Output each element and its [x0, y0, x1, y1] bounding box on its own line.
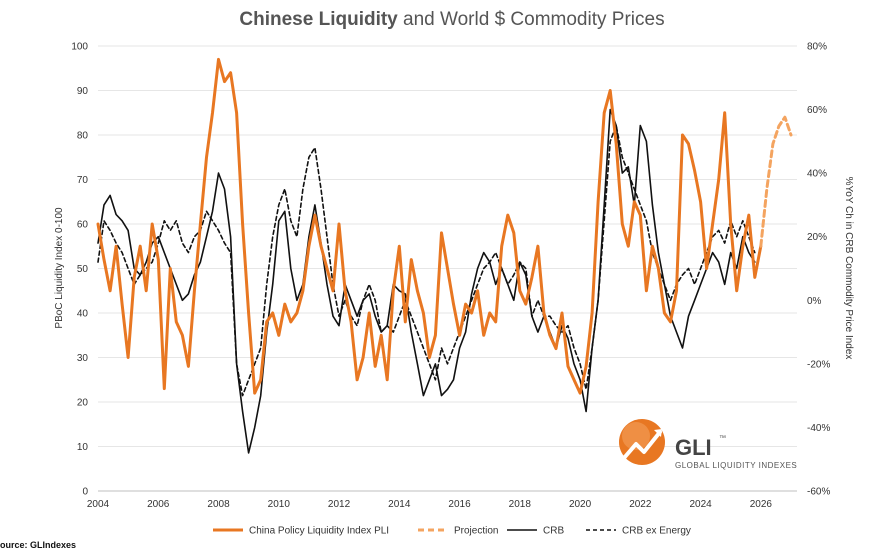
y-axis-left-title: PBoC Liquidity Index 0-100: [54, 207, 65, 329]
y-left-tick-label-4: 40: [77, 309, 89, 320]
x-tick-label-2: 2008: [207, 499, 230, 510]
chart-title: Chinese Liquidity and World $ Commodity …: [239, 9, 664, 30]
y-left-tick-label-2: 20: [77, 398, 89, 409]
y-left-tick-label-5: 50: [77, 264, 89, 275]
x-tick-label-5: 2014: [388, 499, 411, 510]
x-tick-label-1: 2006: [147, 499, 170, 510]
y-right-tick-label-6: 60%: [807, 105, 827, 116]
gli-logo: GLI ™ GLOBAL LIQUIDITY INDEXES: [619, 419, 797, 470]
x-tick-label-4: 2012: [328, 499, 351, 510]
y-left-tick-label-3: 30: [77, 353, 89, 364]
series-line-crb-ex-energy: [97, 124, 756, 397]
logo-globe-shade: [622, 422, 650, 450]
logo-arrow-icon: [622, 430, 662, 460]
x-tick-label-9: 2022: [629, 499, 652, 510]
y-right-tick-label-0: -60%: [807, 487, 830, 498]
y-axis-right-title: %YoY Ch in CRB Commodity Price Index: [843, 177, 854, 360]
y-left-tick-label-0: 0: [82, 487, 88, 498]
y-right-tick-label-5: 40%: [807, 169, 827, 180]
y-right-tick-label-1: -40%: [807, 423, 830, 434]
y-right-tick-label-2: -20%: [807, 359, 830, 370]
y-axis-left-ticks: 0 10 20 30 40 50 60 70 80 90 100: [71, 42, 88, 498]
y-right-tick-label-3: 0%: [807, 296, 822, 307]
y-left-tick-label-6: 60: [77, 220, 89, 231]
x-tick-label-10: 2024: [689, 499, 712, 510]
y-right-tick-label-7: 80%: [807, 42, 827, 53]
y-right-tick-label-4: 20%: [807, 232, 827, 243]
logo-subtitle: GLOBAL LIQUIDITY INDEXES: [675, 461, 797, 470]
y-left-tick-label-8: 80: [77, 131, 89, 142]
legend-label-3: CRB ex Energy: [622, 526, 691, 537]
x-tick-label-6: 2016: [448, 499, 471, 510]
y-left-tick-label-1: 10: [77, 442, 89, 453]
x-tick-label-7: 2018: [509, 499, 532, 510]
series-line-projection: [759, 115, 793, 248]
x-tick-label-0: 2004: [87, 499, 110, 510]
series-line-china-policy-liquidity-index-pli: [96, 57, 763, 395]
legend-label-1: Projection: [454, 526, 498, 537]
logo-tm: ™: [719, 435, 726, 442]
series-line-crb: [97, 108, 756, 454]
logo-name: GLI: [675, 435, 712, 460]
legend-label-0: China Policy Liquidity Index PLI: [249, 526, 389, 537]
series-layer: [96, 57, 793, 454]
y-left-tick-label-10: 100: [71, 42, 88, 53]
legend-label-2: CRB: [543, 526, 564, 537]
x-tick-label-11: 2026: [750, 499, 773, 510]
y-axis-right-ticks: -60% -40% -20% 0% 20% 40% 60% 80%: [807, 42, 830, 498]
chart-title-rest: and World $ Commodity Prices: [398, 9, 665, 30]
source-note: ource: GLIndexes: [0, 540, 76, 550]
y-left-tick-label-9: 90: [77, 86, 89, 97]
legend: China Policy Liquidity Index PLI Projecti…: [213, 526, 691, 537]
x-axis-ticks: 2004 2006 2008 2010 2012 2014 2016 2018 2020 2022…: [87, 499, 773, 510]
y-left-tick-label-7: 70: [77, 175, 89, 186]
logo-arrow-head: [654, 429, 662, 437]
x-tick-label-3: 2010: [268, 499, 291, 510]
x-tick-label-8: 2020: [569, 499, 592, 510]
chart-title-bold: Chinese Liquidity: [239, 9, 398, 30]
